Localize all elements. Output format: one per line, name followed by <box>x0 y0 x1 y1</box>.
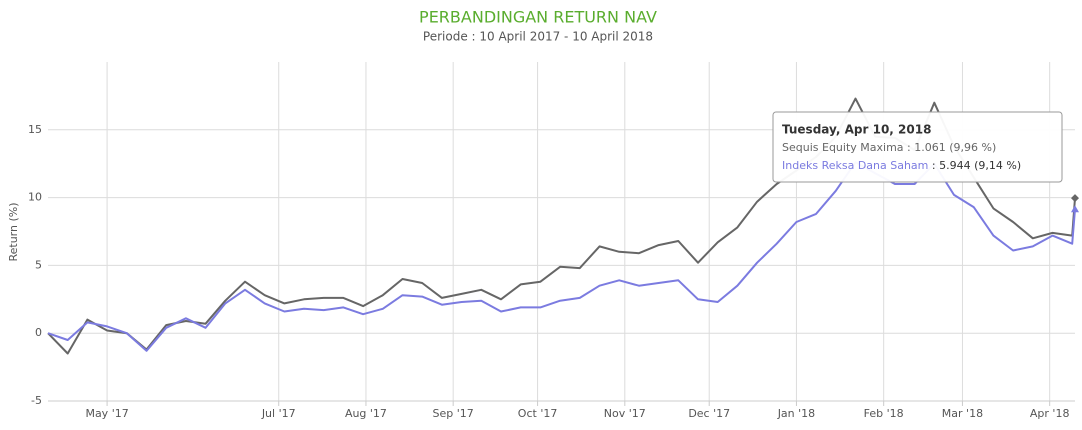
x-tick-label: Sep '17 <box>433 407 474 420</box>
x-tick-label: Aug '17 <box>345 407 387 420</box>
tooltip-value: : 5.944 (9,14 %) <box>932 159 1021 172</box>
y-tick-label: 5 <box>35 258 42 271</box>
tooltip-row: Indeks Reksa Dana Saham : 5.944 (9,14 %) <box>782 159 1021 172</box>
x-tick-label: May '17 <box>85 407 128 420</box>
x-tick-label: Mar '18 <box>942 407 983 420</box>
end-marker <box>1071 205 1079 213</box>
x-tick-label: Dec '17 <box>688 407 730 420</box>
y-tick-label: 0 <box>35 326 42 339</box>
tooltip: Tuesday, Apr 10, 2018 Sequis Equity Maxi… <box>772 111 1063 183</box>
tooltip-series: Indeks Reksa Dana Saham <box>782 159 928 172</box>
chart-subtitle: Periode : 10 April 2017 - 10 April 2018 <box>423 30 653 44</box>
end-marker <box>1071 194 1079 203</box>
x-tick-label: Feb '18 <box>864 407 904 420</box>
x-tick-label: Apr '18 <box>1030 407 1070 420</box>
x-tick-label: Jan '18 <box>777 407 815 420</box>
tooltip-box <box>772 111 1063 183</box>
tooltip-row: Sequis Equity Maxima : 1.061 (9,96 %) <box>782 141 996 154</box>
tooltip-value: : 1.061 (9,96 %) <box>907 141 996 154</box>
tooltip-header: Tuesday, Apr 10, 2018 <box>782 123 931 137</box>
tooltip-series: Sequis Equity Maxima <box>782 141 904 154</box>
x-tick-label: Nov '17 <box>604 407 646 420</box>
chart-title: PERBANDINGAN RETURN NAV <box>419 8 657 27</box>
y-tick-label: -5 <box>31 394 42 407</box>
y-tick-label: 15 <box>28 123 42 136</box>
y-tick-label: 10 <box>28 191 42 204</box>
y-axis-label: Return (%) <box>7 202 20 261</box>
x-tick-label: Jul '17 <box>261 407 296 420</box>
x-tick-label: Oct '17 <box>518 407 558 420</box>
